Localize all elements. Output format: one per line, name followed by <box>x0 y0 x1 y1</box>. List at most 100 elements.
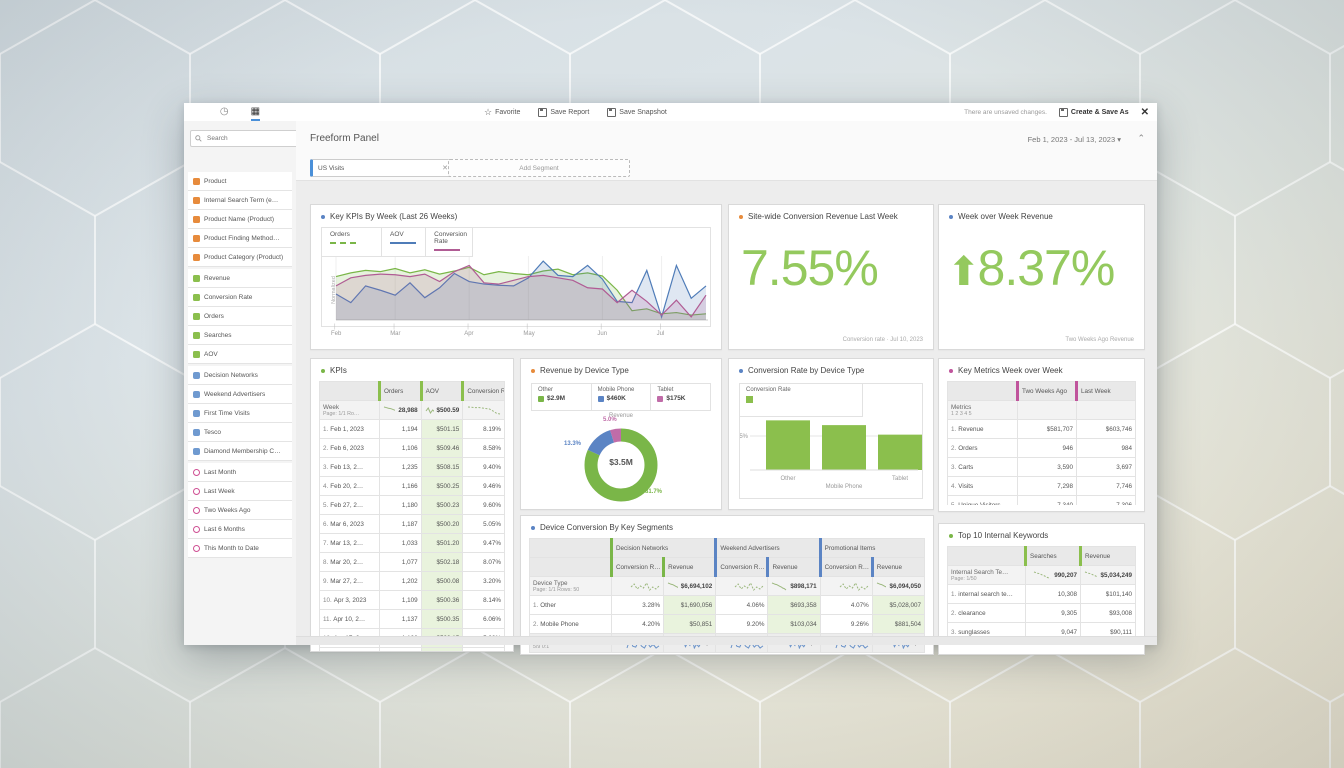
sidebar-item-dimension[interactable]: Product Name (Product) <box>188 210 292 229</box>
save-icon <box>1058 107 1068 117</box>
x-axis-labels: | Feb | Mar | Apr | May | Jun | Jul <box>331 324 665 337</box>
sidebar-item-metric[interactable]: AOV <box>188 345 292 364</box>
sidebar-item-daterange[interactable]: This Month to Date <box>188 539 292 558</box>
table-row[interactable]: 5. Unique Visitors 7,340 7,306 <box>947 495 1136 505</box>
table-row[interactable]: 11. Apr 10, 2… 1,137 $500.35 6.06% <box>319 609 505 629</box>
search-icon <box>195 135 202 142</box>
legend-item[interactable]: Tablet $175K <box>657 387 686 402</box>
table-row[interactable]: 7. Mar 13, 2… 1,033 $501.20 9.47% <box>319 533 505 553</box>
panel-dot <box>321 368 325 373</box>
horizontal-scrollbar[interactable] <box>296 636 1157 645</box>
favorite-button[interactable]: ☆ Favorite <box>484 106 521 117</box>
seg-icon <box>193 409 200 417</box>
summary-row: Device Type Page: 1/1 Rows: 50 $6,694,102 $… <box>529 576 925 596</box>
table-row[interactable]: 1. internal search te… 10,308 $101,140 <box>947 584 1136 604</box>
save-report-button[interactable]: Save Report <box>538 107 589 117</box>
dim-icon <box>193 253 200 261</box>
donut-sub-label: Revenue <box>608 413 634 419</box>
column-header: Last Week <box>1075 381 1136 401</box>
metric-icon <box>193 274 200 282</box>
date-range-selector[interactable]: Feb 1, 2023 - Jul 13, 2023 ▾ <box>1027 135 1121 144</box>
table-row[interactable]: 4. Visits 7,298 7,746 <box>947 476 1136 496</box>
kpi-chart-frame: Orders AOV Conversion Rate Normalized <box>321 227 711 327</box>
table-row[interactable]: 9. Mar 27, 2… 1,202 $500.08 3.20% <box>319 571 505 591</box>
panel-title: Week over Week Revenue <box>958 212 1053 221</box>
page-title: Freeform Panel <box>310 133 379 144</box>
close-icon[interactable]: ✕ <box>1140 106 1149 118</box>
sidebar-item-segment[interactable]: Weekend Advertisers <box>188 385 292 404</box>
collapse-panel-icon[interactable]: ⌃ <box>1137 133 1145 143</box>
legend-item[interactable]: Orders <box>322 228 382 256</box>
up-arrow-icon: ⬆ <box>947 250 980 294</box>
sidebar-item-dimension[interactable]: Internal Search Term (e… <box>188 191 292 210</box>
svg-text:5%: 5% <box>740 434 749 440</box>
sparkline <box>772 582 787 590</box>
table-row[interactable]: 2. Orders 946 984 <box>947 438 1136 458</box>
summary-row: Internal Search Te… Page: 1/50 990,207 $5,0… <box>947 565 1136 585</box>
table-row[interactable]: 4. Feb 20, 2… 1,166 $500.25 9.46% <box>319 476 505 496</box>
search-input[interactable] <box>205 134 279 143</box>
sidebar-item-metric[interactable]: Conversion Rate <box>188 288 292 307</box>
components-grid-icon[interactable]: ▦ <box>250 107 261 121</box>
legend-item[interactable]: Other $2.9M <box>532 384 592 410</box>
sidebar-item-segment[interactable]: Diamond Membership C… <box>188 442 292 461</box>
history-clock-icon[interactable]: ◷ <box>219 106 229 117</box>
sidebar-item-daterange[interactable]: Last 6 Months <box>188 520 292 539</box>
legend-swatch <box>597 395 604 402</box>
sidebar-item-dimension[interactable]: Product <box>188 172 292 191</box>
panel-revenue-donut: Revenue by Device Type Other $2.9M Mobile … <box>520 358 722 510</box>
sidebar-item-segment[interactable]: Decision Networks <box>188 366 292 385</box>
create-save-as-button[interactable]: Create & Save As <box>1058 107 1129 117</box>
table-row[interactable]: 1. Feb 1, 2023 1,194 $501.15 8.19% <box>319 419 505 439</box>
table-row[interactable]: 1. Revenue $581,707 $603,746 <box>947 419 1136 439</box>
sidebar-item-daterange[interactable]: Two Weeks Ago <box>188 501 292 520</box>
sidebar-item-segment[interactable]: Tesco <box>188 423 292 442</box>
table-row[interactable]: 2. Mobile Phone 4.20% $50,851 9.20% $103,034 9… <box>529 614 925 634</box>
kpi-area-chart[interactable] <box>322 228 710 326</box>
sparkline <box>876 582 887 588</box>
dim-icon <box>193 234 200 242</box>
sidebar-item-dimension[interactable]: Product Finding Method… <box>188 229 292 248</box>
column-header: Revenue <box>766 557 821 577</box>
panel-kpi-chart: Key KPIs By Week (Last 26 Weeks) Orders A… <box>310 204 722 350</box>
table-row[interactable]: 1. Other 3.28% $1,690,056 4.06% $693,358 4.07%… <box>529 595 925 615</box>
remove-segment-icon[interactable]: ✕ <box>442 165 448 172</box>
table-row[interactable]: 3. Feb 13, 2… 1,235 $508.15 9.40% <box>319 457 505 477</box>
legend-item[interactable]: Mobile Phone $460K <box>592 384 652 410</box>
table-row[interactable]: 5. Feb 27, 2… 1,180 $500.23 9.60% <box>319 495 505 515</box>
table-row[interactable]: 13.Apr 24, 2…1,206$500.249.27% <box>319 647 505 651</box>
slice-label: 13.3% <box>564 441 582 447</box>
table-row[interactable]: 6. Mar 6, 2023 1,187 $500.20 5.05% <box>319 514 505 534</box>
donut-legend: Other $2.9M Mobile Phone $460K Tablet $175K <box>531 383 711 411</box>
sidebar-item-metric[interactable]: Revenue <box>188 269 292 288</box>
conversion-bar-chart[interactable]: 5% Other Mobile Phone Tablet <box>740 384 922 496</box>
sidebar-item-segment[interactable]: First Time Visits <box>188 404 292 423</box>
sidebar-item-dimension[interactable]: Product Category (Product) <box>188 248 292 267</box>
table-row[interactable]: 8. Mar 20, 2… 1,077 $502.18 8.07% <box>319 552 505 572</box>
sidebar-item-metric[interactable]: Orders <box>188 307 292 326</box>
sidebar-item-metric[interactable]: Searches <box>188 326 292 345</box>
revenue-donut-chart[interactable]: $3.5M 81.7% 13.3% 5.0% <box>564 417 669 507</box>
column-header: Conversion R… <box>714 557 769 577</box>
table-row[interactable]: 2. Feb 6, 2023 1,106 $509.46 8.58% <box>319 438 505 458</box>
x-tick-label: Feb <box>331 331 342 337</box>
table-row[interactable]: 10. Apr 3, 2023 1,109 $500.36 8.14% <box>319 590 505 610</box>
table-row[interactable]: 3. Carts 3,590 3,697 <box>947 457 1136 477</box>
sidebar-item-daterange[interactable]: Last Month <box>188 463 292 482</box>
component-search[interactable] <box>190 130 298 147</box>
sparkline <box>667 582 678 588</box>
x-tick-label: Mar <box>390 331 401 337</box>
sparkline <box>383 406 396 411</box>
legend-item[interactable]: Conversion Rate <box>426 228 474 256</box>
panel-dot <box>321 214 325 219</box>
legend-item[interactable]: AOV <box>382 228 427 256</box>
sidebar-item-daterange[interactable]: Last Week <box>188 482 292 501</box>
add-segment-dropzone[interactable]: Add Segment <box>448 159 630 177</box>
save-snapshot-button[interactable]: Save Snapshot <box>607 107 667 117</box>
segment-chip[interactable]: US Visits ✕ <box>310 159 454 177</box>
panel-title: Key Metrics Week over Week <box>958 366 1063 375</box>
x-tick-label: Apr <box>464 331 474 337</box>
table-row[interactable]: 2. clearance 9,305 $93,008 <box>947 603 1136 623</box>
bar-chart-frame: Conversion Rate 5% Other Mobile Phone Table… <box>739 383 923 499</box>
